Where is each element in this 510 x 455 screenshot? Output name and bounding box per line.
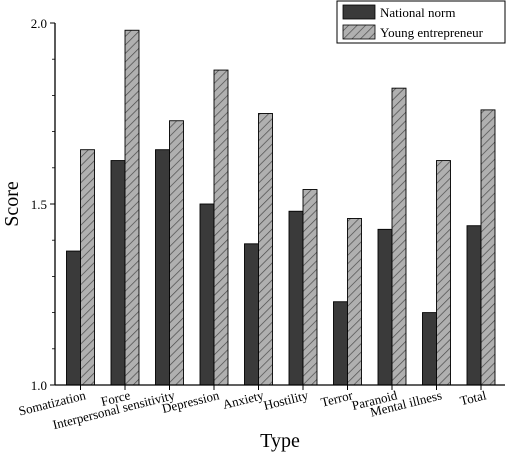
x-tick-label: Force: [99, 387, 132, 409]
legend-swatch-national-norm: [342, 4, 376, 20]
y-ticks: 1.0 1.5 2.0: [31, 16, 55, 393]
bar-national-norm-interpersonal-sensitivity: [155, 149, 170, 386]
bar-national-norm-depression: [199, 203, 215, 386]
bar-young-entrepreneur-terror: [347, 218, 362, 386]
x-tick-label: Hostility: [262, 387, 310, 413]
bar-young-entrepreneur-somatization: [80, 149, 95, 386]
bar-national-norm-hostility: [288, 210, 304, 386]
y-axis-title: Score: [1, 181, 23, 227]
legend: National norm Young entrepreneur: [336, 0, 506, 44]
bar-national-norm-total: [466, 225, 482, 386]
bar-young-entrepreneur-mental-illness: [436, 160, 451, 386]
y-tick-label: 2.0: [31, 16, 47, 31]
x-tick-label: Anxiety: [221, 387, 266, 412]
bars-layer: [66, 29, 496, 386]
bar-national-norm-anxiety: [244, 243, 259, 386]
y-tick-label: 1.0: [31, 378, 47, 393]
bar-young-entrepreneur-depression: [213, 69, 229, 386]
x-axis-title: Type: [260, 430, 300, 452]
bar-national-norm-somatization: [66, 250, 81, 386]
bar-young-entrepreneur-hostility: [302, 189, 318, 386]
bar-national-norm-paranoid: [377, 228, 393, 386]
bar-young-entrepreneur-force: [124, 29, 140, 386]
bar-national-norm-force: [110, 160, 126, 386]
y-tick-label: 1.5: [31, 197, 47, 212]
bar-national-norm-terror: [333, 301, 348, 386]
bar-young-entrepreneur-anxiety: [258, 113, 273, 386]
bar-young-entrepreneur-total: [480, 109, 496, 386]
legend-label-young-entrepreneur: Young entrepreneur: [380, 25, 484, 40]
bar-national-norm-mental-illness: [422, 312, 437, 386]
x-tick-label: Total: [458, 387, 488, 408]
legend-label-national-norm: National norm: [380, 5, 455, 20]
legend-swatch-young-entrepreneur: [342, 24, 376, 40]
bar-young-entrepreneur-paranoid: [391, 87, 407, 386]
bar-young-entrepreneur-interpersonal-sensitivity: [169, 120, 184, 386]
